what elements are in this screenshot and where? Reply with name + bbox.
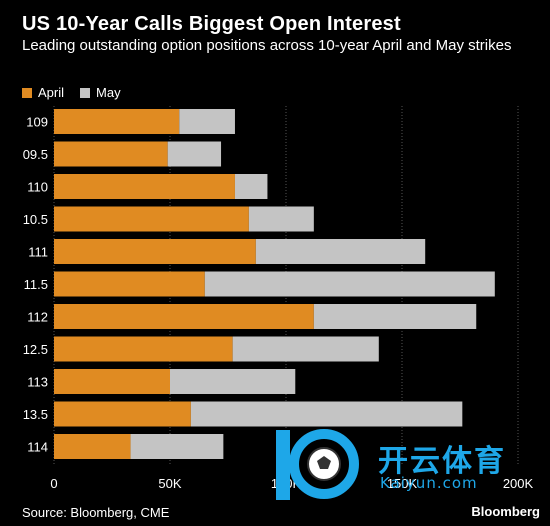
bar-april-110_5 <box>54 206 249 232</box>
x-tick-label: 0 <box>50 476 57 491</box>
bar-may-114 <box>130 434 224 459</box>
bar-may-109_5 <box>167 141 222 167</box>
bar-may-110 <box>234 174 268 199</box>
x-tick-label: 150K <box>387 476 418 491</box>
legend-item-may: May <box>80 85 121 100</box>
category-label: 111 <box>28 245 48 260</box>
category-label: 110 <box>27 180 48 195</box>
bar-april-109 <box>54 109 180 134</box>
brand-label: Bloomberg <box>471 504 540 519</box>
bar-may-113 <box>170 369 296 394</box>
x-tick-label: 50K <box>158 476 181 491</box>
category-label: 12.5 <box>23 342 48 357</box>
category-label: 13.5 <box>23 407 48 422</box>
bar-april-111_5 <box>54 271 205 297</box>
bar-may-111 <box>255 239 426 264</box>
bar-may-110_5 <box>248 206 314 232</box>
chart-title: US 10-Year Calls Biggest Open Interest <box>22 13 401 35</box>
bar-april-112_5 <box>54 336 233 362</box>
category-label: 10.5 <box>23 212 48 227</box>
bar-april-110 <box>54 174 235 199</box>
legend-swatch-april <box>22 87 32 98</box>
legend-label-april: April <box>38 85 65 100</box>
bar-april-114 <box>54 434 131 459</box>
chart-subtitle: Leading outstanding option positions acr… <box>22 37 512 54</box>
category-label: 112 <box>27 310 48 325</box>
category-label: 114 <box>27 440 48 455</box>
legend-label-may: May <box>96 85 121 100</box>
x-tick-label: 200K <box>503 476 534 491</box>
category-label: 113 <box>27 375 48 390</box>
source-note: Source: Bloomberg, CME <box>22 505 170 520</box>
category-label: 109 <box>26 115 48 130</box>
bar-may-112 <box>313 304 477 329</box>
x-tick-label: 100K <box>271 476 302 491</box>
legend-swatch-may <box>80 87 91 98</box>
bar-may-112_5 <box>232 336 379 362</box>
bar-may-111_5 <box>204 271 495 297</box>
bar-april-112 <box>54 304 314 329</box>
bar-may-109 <box>179 109 235 134</box>
bar-april-113 <box>54 369 170 394</box>
legend-item-april: April <box>22 85 64 100</box>
bar-may-113_5 <box>190 401 463 427</box>
category-label: 09.5 <box>23 147 48 162</box>
bar-april-111 <box>54 239 256 264</box>
bar-april-109_5 <box>54 141 168 167</box>
bar-april-113_5 <box>54 401 191 427</box>
chart-legend: April May <box>22 85 121 100</box>
category-label: 11.5 <box>24 277 48 292</box>
